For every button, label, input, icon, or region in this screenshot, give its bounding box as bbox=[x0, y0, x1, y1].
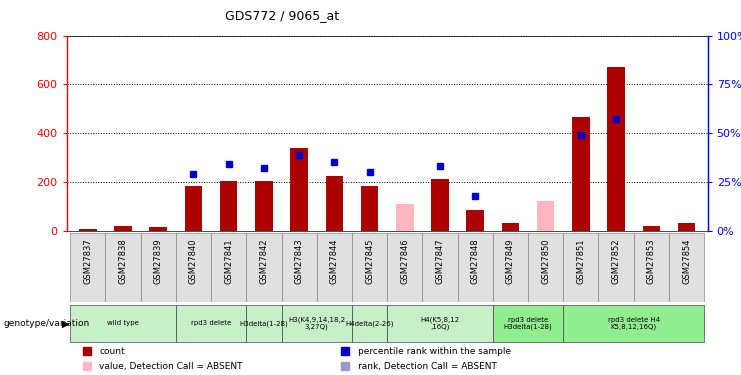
Text: GSM27843: GSM27843 bbox=[295, 238, 304, 284]
Text: GSM27837: GSM27837 bbox=[83, 238, 93, 284]
Bar bbox=[70, 304, 176, 342]
Text: H3(K4,9,14,18,2
3,27Q): H3(K4,9,14,18,2 3,27Q) bbox=[288, 316, 345, 330]
Bar bbox=[458, 232, 493, 302]
Text: GSM27839: GSM27839 bbox=[153, 238, 163, 284]
Text: GSM27849: GSM27849 bbox=[506, 238, 515, 284]
Bar bbox=[536, 201, 554, 231]
Bar bbox=[608, 68, 625, 231]
Text: GSM27850: GSM27850 bbox=[541, 238, 550, 284]
Text: GSM27846: GSM27846 bbox=[400, 238, 409, 284]
Bar bbox=[141, 232, 176, 302]
Bar bbox=[325, 176, 343, 231]
Bar bbox=[466, 210, 484, 231]
Bar bbox=[493, 232, 528, 302]
Text: wild type: wild type bbox=[107, 320, 139, 326]
Text: GSM27852: GSM27852 bbox=[611, 238, 621, 284]
Bar bbox=[246, 304, 282, 342]
Bar bbox=[502, 224, 519, 231]
Text: value, Detection Call = ABSENT: value, Detection Call = ABSENT bbox=[99, 362, 243, 371]
Bar bbox=[176, 232, 211, 302]
Text: rank, Detection Call = ABSENT: rank, Detection Call = ABSENT bbox=[357, 362, 496, 371]
Text: GSM27848: GSM27848 bbox=[471, 238, 479, 284]
Text: GSM27842: GSM27842 bbox=[259, 238, 268, 284]
Text: H4(K5,8,12
,16Q): H4(K5,8,12 ,16Q) bbox=[420, 316, 459, 330]
Bar bbox=[422, 232, 458, 302]
Text: GSM27844: GSM27844 bbox=[330, 238, 339, 284]
Text: ▶: ▶ bbox=[62, 319, 69, 328]
Text: percentile rank within the sample: percentile rank within the sample bbox=[357, 346, 511, 355]
Bar bbox=[220, 181, 238, 231]
Text: rpd3 delete: rpd3 delete bbox=[191, 320, 231, 326]
Bar bbox=[528, 232, 563, 302]
Text: GSM27851: GSM27851 bbox=[576, 238, 585, 284]
Bar bbox=[79, 230, 96, 231]
Bar bbox=[563, 304, 704, 342]
Bar bbox=[255, 181, 273, 231]
Text: H3delta(1-28): H3delta(1-28) bbox=[239, 320, 288, 327]
Bar bbox=[361, 186, 379, 231]
Bar bbox=[396, 204, 413, 231]
Text: GSM27854: GSM27854 bbox=[682, 238, 691, 284]
Bar bbox=[150, 227, 167, 231]
Bar bbox=[387, 304, 493, 342]
Bar bbox=[599, 232, 634, 302]
Bar bbox=[642, 226, 660, 231]
Text: rpd3 delete
H3delta(1-28): rpd3 delete H3delta(1-28) bbox=[504, 316, 553, 330]
Text: rpd3 delete H4
K5,8,12,16Q): rpd3 delete H4 K5,8,12,16Q) bbox=[608, 316, 659, 330]
Bar bbox=[176, 304, 246, 342]
Text: GSM27853: GSM27853 bbox=[647, 238, 656, 284]
Bar bbox=[114, 226, 132, 231]
Bar bbox=[70, 232, 105, 302]
Bar bbox=[634, 232, 669, 302]
Bar bbox=[282, 304, 352, 342]
Bar bbox=[316, 232, 352, 302]
Bar bbox=[572, 117, 590, 231]
Bar bbox=[246, 232, 282, 302]
Bar bbox=[669, 232, 704, 302]
Bar bbox=[431, 180, 449, 231]
Text: GSM27845: GSM27845 bbox=[365, 238, 374, 284]
Bar bbox=[563, 232, 599, 302]
Bar bbox=[185, 186, 202, 231]
Text: H4delta(2-26): H4delta(2-26) bbox=[345, 320, 393, 327]
Text: GSM27841: GSM27841 bbox=[225, 238, 233, 284]
Text: GDS772 / 9065_at: GDS772 / 9065_at bbox=[225, 9, 339, 22]
Bar bbox=[678, 224, 695, 231]
Bar bbox=[105, 232, 141, 302]
Bar bbox=[290, 148, 308, 231]
Bar bbox=[211, 232, 246, 302]
Bar bbox=[387, 232, 422, 302]
Bar bbox=[282, 232, 316, 302]
Bar bbox=[493, 304, 563, 342]
Bar bbox=[352, 232, 387, 302]
Text: GSM27847: GSM27847 bbox=[436, 238, 445, 284]
Text: GSM27838: GSM27838 bbox=[119, 238, 127, 284]
Text: count: count bbox=[99, 346, 125, 355]
Text: GSM27840: GSM27840 bbox=[189, 238, 198, 284]
Bar bbox=[352, 304, 387, 342]
Text: genotype/variation: genotype/variation bbox=[4, 319, 90, 328]
